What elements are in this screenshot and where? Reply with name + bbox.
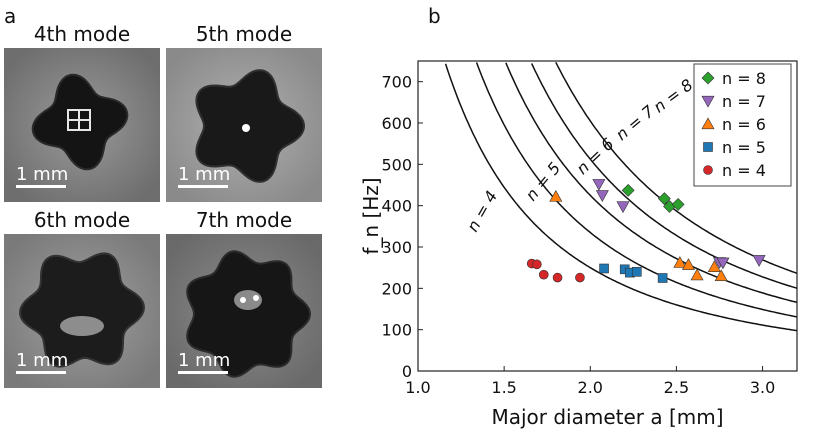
mode-title-5: 5th mode [195, 22, 293, 46]
legend-marker [701, 71, 715, 85]
scale-bar-7 [178, 371, 228, 374]
scale-label-5: 1 mm [178, 164, 231, 185]
model-curve-n7 [531, 63, 798, 290]
scale-bar-4 [16, 185, 66, 188]
y-tick-label: 700 [381, 73, 412, 92]
mode-shape-6 [4, 234, 160, 388]
model-curve-n4 [444, 63, 798, 332]
data-point-n6 [714, 269, 728, 282]
y-tick-label: 200 [381, 279, 412, 298]
mode-photo-4: 1 mm [4, 48, 160, 202]
legend-entry: n = 6 [722, 115, 766, 134]
data-point-n5 [631, 266, 642, 277]
scale-label-4: 1 mm [16, 164, 69, 185]
model-curve-n6 [505, 62, 798, 304]
data-point-n6 [707, 260, 721, 272]
x-tick-label: 1.0 [405, 378, 430, 397]
legend-marker [703, 142, 713, 152]
legend-entry: n = 7 [722, 92, 766, 111]
data-point-n4 [552, 272, 563, 283]
y-tick-label: 600 [381, 114, 412, 133]
data-point-n4 [538, 269, 549, 280]
legend-marker [701, 117, 715, 130]
data-point-n8 [671, 198, 685, 211]
y-tick-label: 400 [381, 197, 412, 216]
curve-label-n8: n = 8 [650, 75, 697, 116]
legend-marker [703, 165, 713, 175]
x-tick-label: 2.0 [578, 378, 603, 397]
y-axis-label-text: f_n [Hz] [359, 177, 383, 254]
data-point-n4 [532, 259, 542, 270]
scale-bar-5 [178, 185, 228, 188]
mode-photo-6: 1 mm [4, 234, 160, 388]
panel-a-label: a [4, 4, 17, 28]
mode-photo-7: 1 mm [166, 234, 322, 388]
y-tick-label: 500 [381, 155, 412, 174]
y-tick-label: 0 [402, 362, 412, 381]
data-point-n4 [575, 272, 585, 283]
data-point-n7 [595, 190, 609, 202]
y-axis-label: f_n [Hz] [359, 177, 383, 254]
data-point-n6 [690, 268, 704, 281]
scale-label-6: 1 mm [16, 350, 69, 371]
mode-title-4: 4th mode [33, 22, 131, 46]
data-point-n7 [752, 255, 766, 267]
data-point-n5 [657, 273, 668, 283]
legend-entry: n = 5 [722, 138, 766, 157]
curve-label-n4: n = 4 [463, 187, 501, 235]
model-curve-n5 [475, 62, 798, 318]
mode-shape-5 [166, 48, 322, 202]
x-tick-label: 3.0 [750, 378, 775, 397]
x-tick-label: 2.5 [664, 378, 689, 397]
y-tick-label: 300 [381, 238, 412, 257]
scale-bar-6 [16, 371, 66, 374]
y-tick-label: 100 [381, 321, 412, 340]
x-tick-label: 1.5 [491, 378, 516, 397]
data-point-n7 [716, 257, 730, 270]
curve-label-n7: n = 7 [612, 101, 659, 144]
mode-title-7: 7th mode [195, 208, 293, 232]
panel-b-label: b [428, 4, 441, 28]
data-point-n8 [657, 192, 671, 206]
plot-frame [417, 60, 798, 372]
legend: n = 8 n = 7 n = 6 n = 5 n = 4 [693, 63, 792, 187]
mode-shape-7 [166, 234, 322, 388]
x-axis-label: Major diameter a [mm] [491, 405, 723, 429]
mode-photo-5: 1 mm [166, 48, 322, 202]
data-point-n7 [592, 179, 606, 191]
mode-shape-4 [4, 48, 160, 202]
data-point-n6 [549, 189, 563, 202]
data-point-n6 [681, 258, 695, 270]
legend-marker [701, 95, 715, 108]
data-point-n5 [599, 263, 609, 274]
legend-entry: n = 4 [722, 161, 766, 180]
data-point-n8 [621, 183, 635, 197]
curve-label-n6: n = 6 [573, 134, 618, 178]
legend-entry: n = 8 [722, 69, 766, 88]
scale-label-7: 1 mm [178, 350, 231, 371]
data-point-n7 [616, 201, 630, 214]
mode-title-6: 6th mode [33, 208, 131, 232]
data-point-n6 [673, 256, 687, 268]
